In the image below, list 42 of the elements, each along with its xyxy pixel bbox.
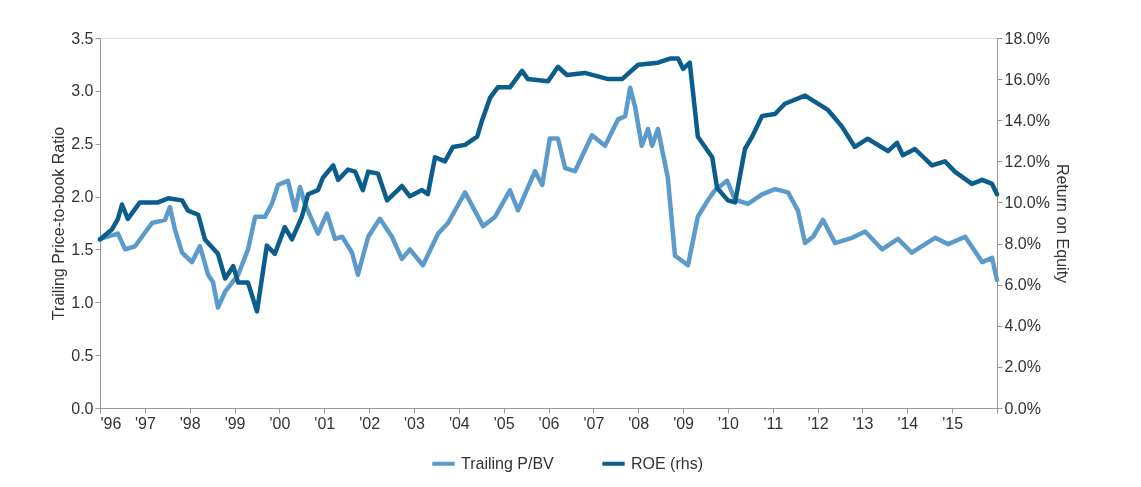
x-tick-label: '03	[404, 414, 425, 432]
y-axis-title: Trailing Price-to-book Ratio	[50, 126, 68, 321]
y2-tick-label: 10.0%	[1004, 193, 1050, 211]
y2-tick-label: 12.0%	[1004, 152, 1050, 170]
y2-tick-label: 16.0%	[1004, 70, 1050, 88]
x-tick-label: '12	[807, 414, 829, 432]
x-tick-label: '96	[100, 414, 122, 432]
x-tick-label: '97	[134, 414, 156, 432]
x-tick-label: '02	[359, 414, 381, 432]
x-tick-label: '05	[493, 414, 515, 432]
x-tick-label: '98	[179, 414, 201, 432]
y2-tick-label: 6.0%	[1004, 276, 1041, 294]
x-tick-label: '07	[583, 414, 605, 432]
x-tick-label: '14	[897, 414, 919, 432]
y2-tick-label: 4.0%	[1004, 317, 1041, 335]
legend-label: Trailing P/BV	[461, 454, 555, 472]
y-tick-label: 0.0	[71, 399, 94, 417]
x-tick-label: '04	[448, 414, 470, 432]
y2-tick-label: 0.0%	[1004, 399, 1041, 417]
x-tick-label: '10	[717, 414, 739, 432]
y2-tick-label: 14.0%	[1004, 111, 1050, 129]
y-tick-label: 2.0	[71, 188, 94, 206]
x-tick-label: '09	[673, 414, 695, 432]
y-tick-label: 3.0	[71, 82, 94, 100]
y2-tick-label: 2.0%	[1004, 358, 1041, 376]
y-tick-label: 0.5	[71, 346, 94, 364]
y2-tick-label: 8.0%	[1004, 235, 1041, 253]
y-tick-label: 2.5	[71, 135, 94, 153]
legend-label: ROE (rhs)	[631, 454, 703, 472]
x-tick-label: '00	[269, 414, 291, 432]
y-tick-label: 3.5	[71, 29, 94, 47]
x-tick-label: '11	[763, 414, 784, 432]
y-tick-label: 1.5	[71, 240, 94, 258]
x-tick-label: '99	[224, 414, 246, 432]
y2-tick-label: 18.0%	[1004, 29, 1050, 47]
y2-axis-title: Return on Equity	[1053, 163, 1071, 284]
x-tick-label: '13	[852, 414, 874, 432]
x-tick-label: '15	[942, 414, 964, 432]
x-tick-label: '08	[628, 414, 650, 432]
x-tick-label: '06	[538, 414, 560, 432]
x-tick-label: '01	[314, 414, 336, 432]
y-tick-label: 1.0	[71, 293, 94, 311]
